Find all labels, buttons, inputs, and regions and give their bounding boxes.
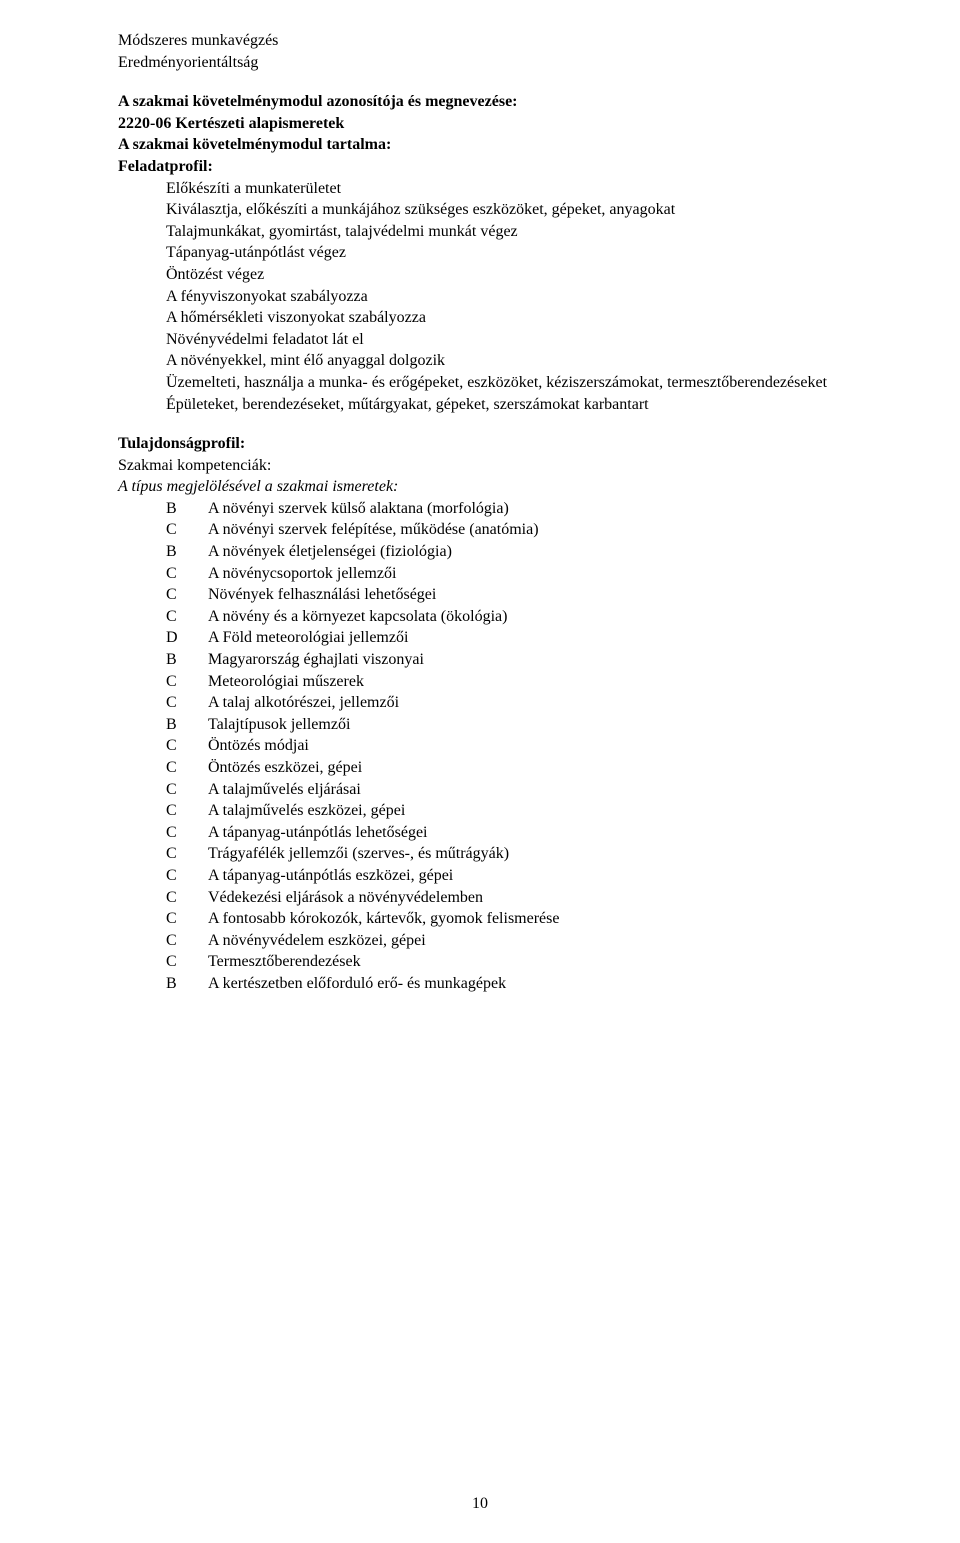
knowledge-type: C bbox=[166, 519, 208, 541]
knowledge-row: C Trágyafélék jellemzői (szerves-, és mű… bbox=[166, 843, 870, 865]
page-container: Módszeres munkavégzés Eredményorientálts… bbox=[0, 0, 960, 1543]
knowledge-row: D A Föld meteorológiai jellemzői bbox=[166, 627, 870, 649]
knowledge-type: C bbox=[166, 843, 208, 865]
knowledge-type: C bbox=[166, 671, 208, 693]
knowledge-row: B A növények életjelenségei (fiziológia) bbox=[166, 541, 870, 563]
knowledge-type: C bbox=[166, 692, 208, 714]
comp-heading: Szakmai kompetenciák: bbox=[118, 455, 870, 477]
knowledge-text: A növényi szervek felépítése, működése (… bbox=[208, 519, 870, 541]
knowledge-type: C bbox=[166, 606, 208, 628]
task-item: A hőmérsékleti viszonyokat szabályozza bbox=[166, 307, 870, 329]
knowledge-type: C bbox=[166, 757, 208, 779]
task-item: Talajmunkákat, gyomirtást, talajvédelmi … bbox=[166, 221, 870, 243]
content-heading: A szakmai követelménymodul tartalma: bbox=[118, 134, 870, 156]
knowledge-type: C bbox=[166, 735, 208, 757]
knowledge-type: C bbox=[166, 800, 208, 822]
knowledge-row: C Öntözés eszközei, gépei bbox=[166, 757, 870, 779]
knowledge-text: Öntözés eszközei, gépei bbox=[208, 757, 870, 779]
knowledge-row: C A fontosabb kórokozók, kártevők, gyomo… bbox=[166, 908, 870, 930]
knowledge-text: A talajművelés eljárásai bbox=[208, 779, 870, 801]
knowledge-text: Védekezési eljárások a növényvédelemben bbox=[208, 887, 870, 909]
knowledge-list: B A növényi szervek külső alaktana (morf… bbox=[118, 498, 870, 995]
knowledge-type: B bbox=[166, 973, 208, 995]
knowledge-text: A kertészetben előforduló erő- és munkag… bbox=[208, 973, 870, 995]
top-line: Eredményorientáltság bbox=[118, 52, 870, 74]
knowledge-type: B bbox=[166, 649, 208, 671]
knowledge-row: C Növények felhasználási lehetőségei bbox=[166, 584, 870, 606]
task-item: Kiválasztja, előkészíti a munkájához szü… bbox=[166, 199, 870, 221]
knowledge-type: C bbox=[166, 930, 208, 952]
knowledge-row: C Termesztőberendezések bbox=[166, 951, 870, 973]
top-line: Módszeres munkavégzés bbox=[118, 30, 870, 52]
knowledge-row: C A talaj alkotórészei, jellemzői bbox=[166, 692, 870, 714]
knowledge-text: Növények felhasználási lehetőségei bbox=[208, 584, 870, 606]
knowledge-row: C Öntözés módjai bbox=[166, 735, 870, 757]
knowledge-type: C bbox=[166, 887, 208, 909]
knowledge-row: C A növényvédelem eszközei, gépei bbox=[166, 930, 870, 952]
knowledge-row: C A növényi szervek felépítése, működése… bbox=[166, 519, 870, 541]
knowledge-text: A talaj alkotórészei, jellemzői bbox=[208, 692, 870, 714]
knowledge-type: C bbox=[166, 822, 208, 844]
knowledge-text: Magyarország éghajlati viszonyai bbox=[208, 649, 870, 671]
task-item: Tápanyag-utánpótlást végez bbox=[166, 242, 870, 264]
knowledge-row: C A talajművelés eljárásai bbox=[166, 779, 870, 801]
knowledge-text: A növénycsoportok jellemzői bbox=[208, 563, 870, 585]
knowledge-text: Termesztőberendezések bbox=[208, 951, 870, 973]
task-list: Előkészíti a munkaterületet Kiválasztja,… bbox=[166, 178, 870, 416]
task-item: Üzemelteti, használja a munka- és erőgép… bbox=[166, 372, 870, 394]
knowledge-text: A Föld meteorológiai jellemzői bbox=[208, 627, 870, 649]
knowledge-type: D bbox=[166, 627, 208, 649]
knowledge-row: B A kertészetben előforduló erő- és munk… bbox=[166, 973, 870, 995]
knowledge-row: B A növényi szervek külső alaktana (morf… bbox=[166, 498, 870, 520]
task-item: Épületeket, berendezéseket, műtárgyakat,… bbox=[166, 394, 870, 416]
knowledge-type: C bbox=[166, 908, 208, 930]
page-number: 10 bbox=[0, 1493, 960, 1515]
knowledge-row: C A talajművelés eszközei, gépei bbox=[166, 800, 870, 822]
knowledge-type: B bbox=[166, 498, 208, 520]
knowledge-type: C bbox=[166, 779, 208, 801]
task-item: Előkészíti a munkaterületet bbox=[166, 178, 870, 200]
knowledge-row: C Meteorológiai műszerek bbox=[166, 671, 870, 693]
knowledge-row: C Védekezési eljárások a növényvédelembe… bbox=[166, 887, 870, 909]
knowledge-text: A növények életjelenségei (fiziológia) bbox=[208, 541, 870, 563]
knowledge-text: A tápanyag-utánpótlás eszközei, gépei bbox=[208, 865, 870, 887]
knowledge-text: Talajtípusok jellemzői bbox=[208, 714, 870, 736]
knowledge-text: A tápanyag-utánpótlás lehetőségei bbox=[208, 822, 870, 844]
knowledge-type: B bbox=[166, 714, 208, 736]
knowledge-text: A növényvédelem eszközei, gépei bbox=[208, 930, 870, 952]
props-heading: Tulajdonságprofil: bbox=[118, 433, 870, 455]
task-item: A fényviszonyokat szabályozza bbox=[166, 286, 870, 308]
knowledge-row: B Magyarország éghajlati viszonyai bbox=[166, 649, 870, 671]
knowledge-text: Trágyafélék jellemzői (szerves-, és műtr… bbox=[208, 843, 870, 865]
knowledge-row: C A tápanyag-utánpótlás eszközei, gépei bbox=[166, 865, 870, 887]
task-item: A növényekkel, mint élő anyaggal dolgozi… bbox=[166, 350, 870, 372]
knowledge-text: A növényi szervek külső alaktana (morfol… bbox=[208, 498, 870, 520]
knowledge-row: C A tápanyag-utánpótlás lehetőségei bbox=[166, 822, 870, 844]
knowledge-type: C bbox=[166, 951, 208, 973]
task-item: Növényvédelmi feladatot lát el bbox=[166, 329, 870, 351]
knowledge-type: C bbox=[166, 563, 208, 585]
spec-heading: A szakmai követelménymodul azonosítója é… bbox=[118, 91, 870, 113]
type-heading: A típus megjelölésével a szakmai ismeret… bbox=[118, 476, 870, 498]
knowledge-row: C A növény és a környezet kapcsolata (ök… bbox=[166, 606, 870, 628]
knowledge-text: A növény és a környezet kapcsolata (ökol… bbox=[208, 606, 870, 628]
knowledge-type: C bbox=[166, 865, 208, 887]
task-profile-heading: Feladatprofil: bbox=[118, 156, 870, 178]
knowledge-text: Meteorológiai műszerek bbox=[208, 671, 870, 693]
knowledge-row: B Talajtípusok jellemzői bbox=[166, 714, 870, 736]
knowledge-type: B bbox=[166, 541, 208, 563]
knowledge-text: Öntözés módjai bbox=[208, 735, 870, 757]
task-item: Öntözést végez bbox=[166, 264, 870, 286]
knowledge-text: A fontosabb kórokozók, kártevők, gyomok … bbox=[208, 908, 870, 930]
spec-code: 2220-06 Kertészeti alapismeretek bbox=[118, 113, 870, 135]
knowledge-text: A talajművelés eszközei, gépei bbox=[208, 800, 870, 822]
knowledge-row: C A növénycsoportok jellemzői bbox=[166, 563, 870, 585]
knowledge-type: C bbox=[166, 584, 208, 606]
